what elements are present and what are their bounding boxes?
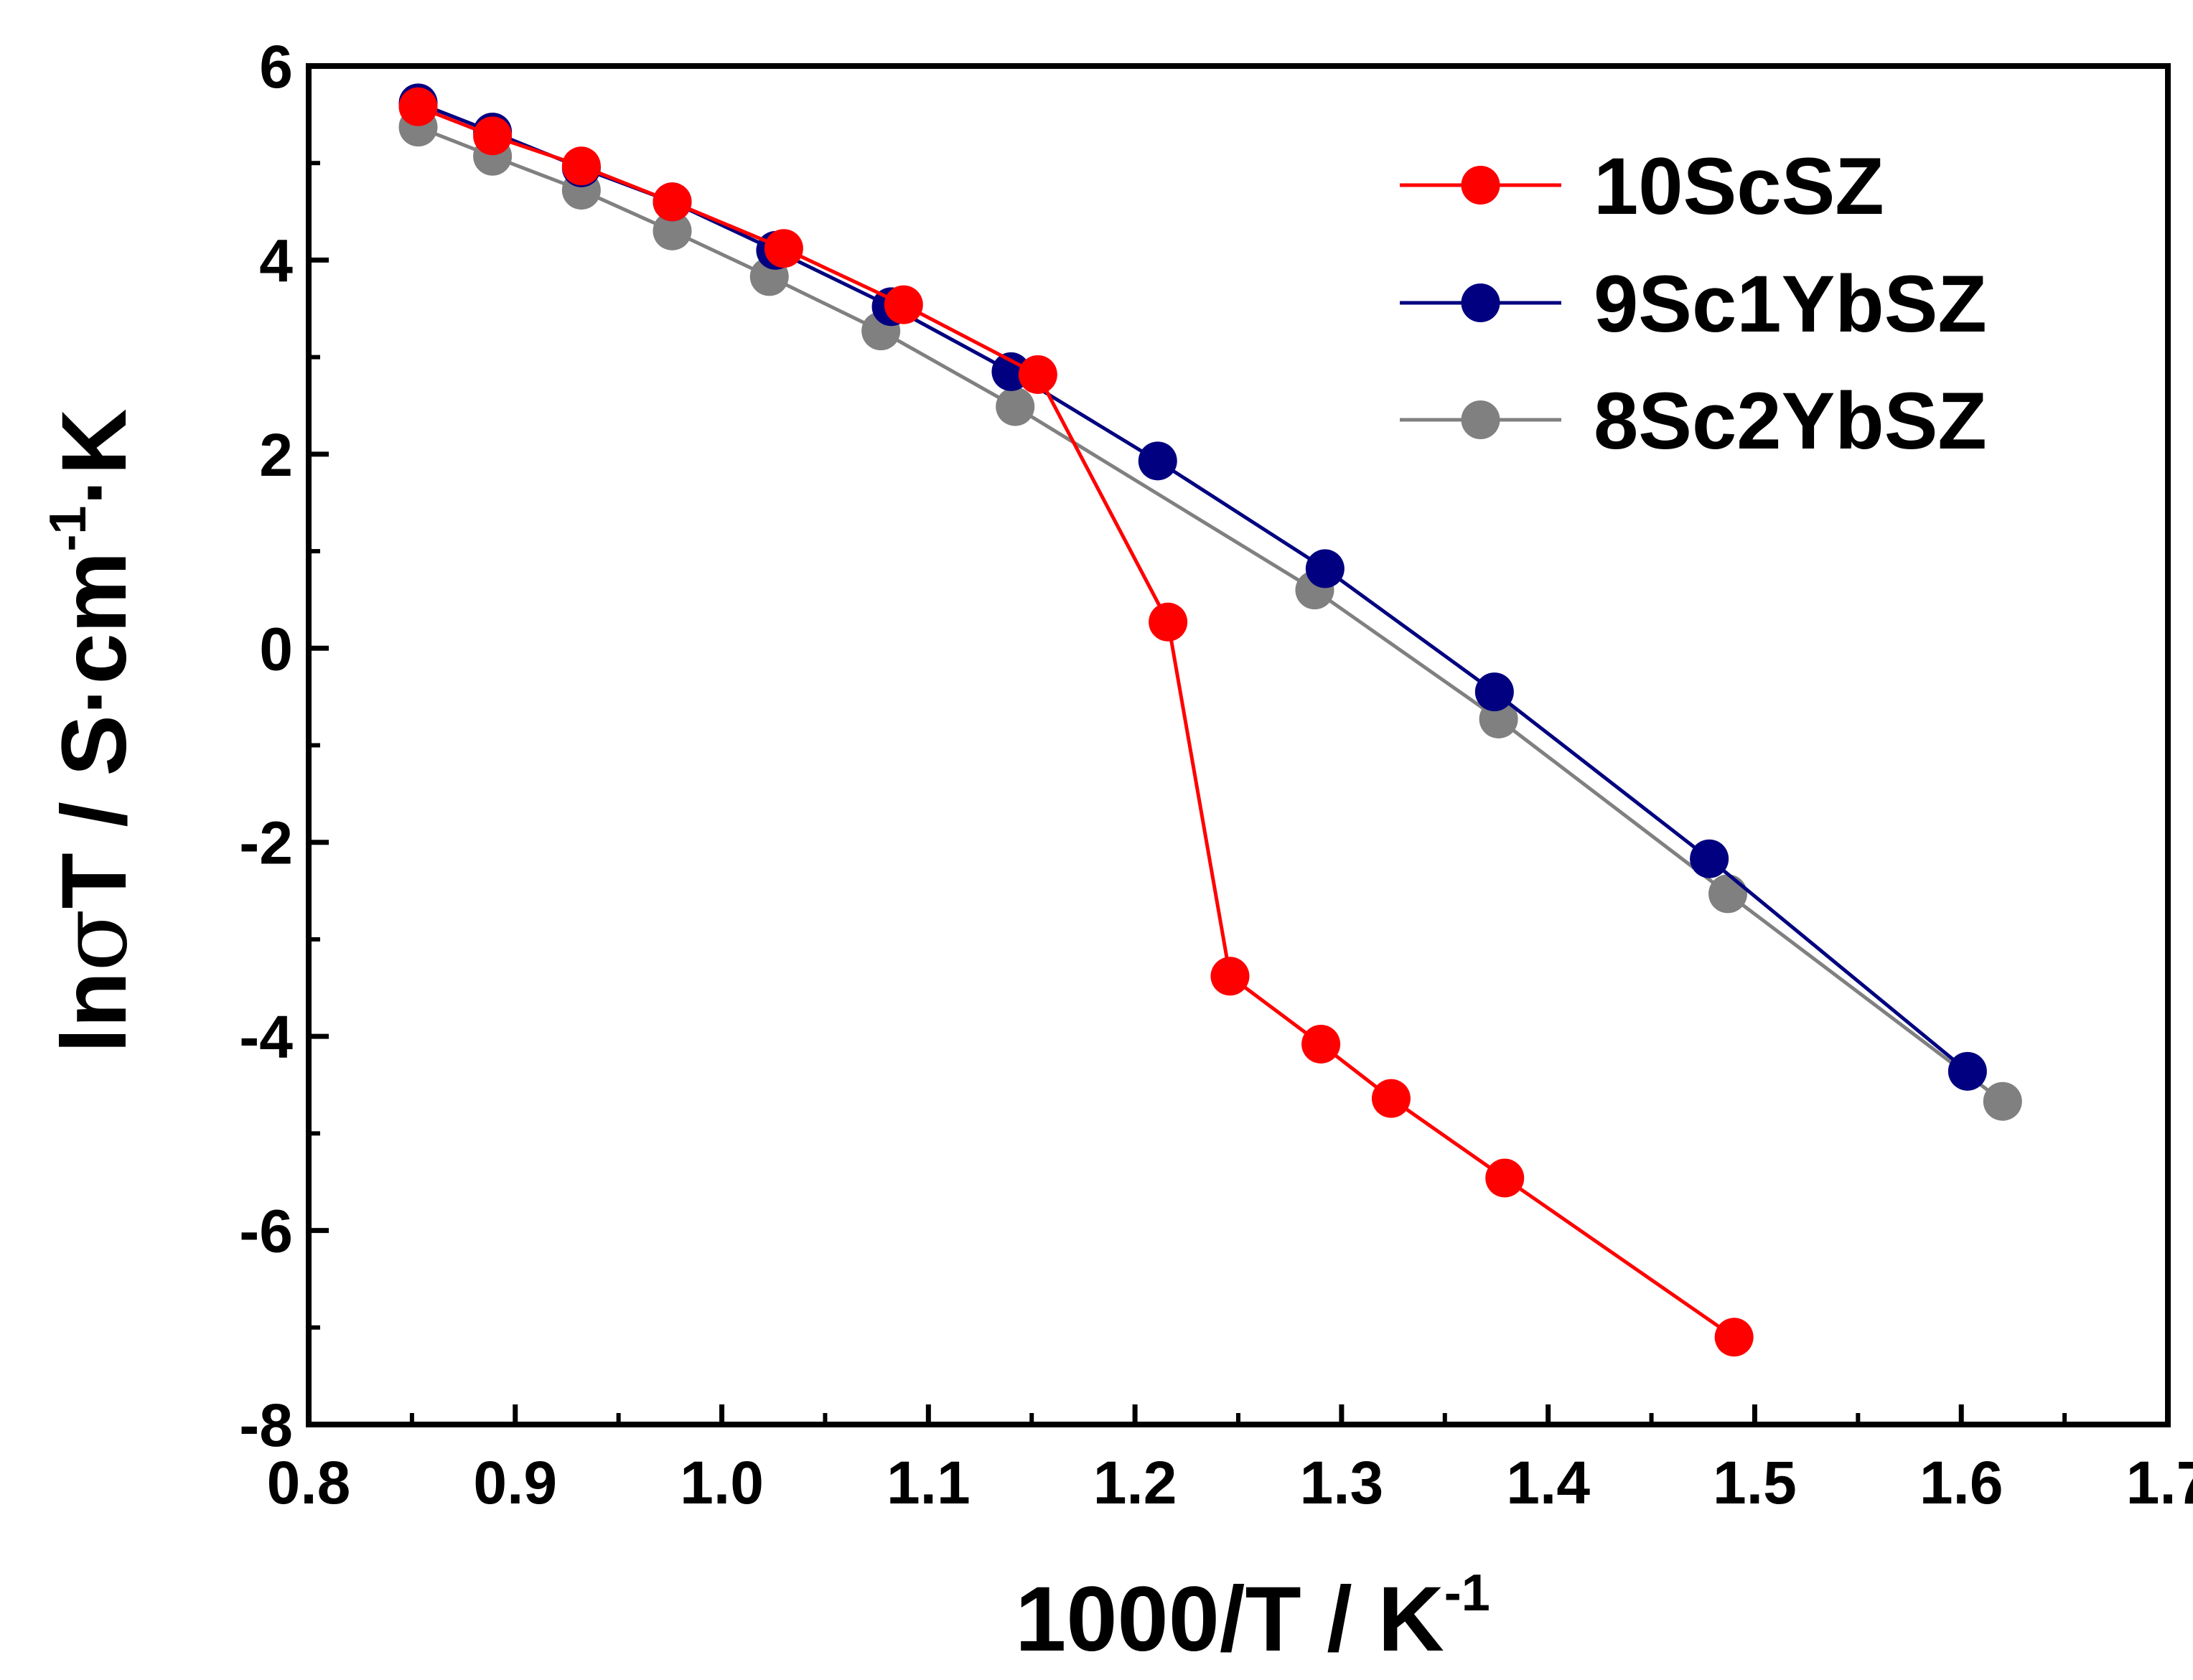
y-axis-title-sigma: σ [41,909,148,971]
legend-label: 10ScSZ [1594,141,1884,231]
x-tick-label: 1.2 [1093,1449,1177,1516]
legend-label: 8Sc2YbSZ [1594,376,1987,466]
legend-marker [1461,283,1500,322]
tick-labels: 0.8 0.9 1.0 1.1 1.2 1.3 1.4 1.5 1.6 1.7 -8 -6 -4 -2 0 2… [239,33,2193,1516]
legend-item: 8Sc2YbSZ [1400,376,1987,466]
axis-ticks [306,63,2171,1427]
data-point [653,211,692,250]
data-point [398,87,438,126]
x-tick-label: 1.4 [1506,1449,1590,1516]
data-point [1474,672,1514,712]
legend-item: 10ScSZ [1400,141,1884,231]
legend-item: 9Sc1YbSZ [1400,259,1987,349]
series-10ScSZ [398,87,1754,1357]
y-axis-title: lnσT / S·cm-1·K [39,408,148,1053]
data-point [1485,1158,1525,1198]
data-point [1690,839,1729,878]
y-tick-label: 2 [259,421,293,489]
x-tick-label: 1.0 [680,1449,764,1516]
data-point [1018,355,1057,394]
y-tick-label: 0 [259,615,293,682]
data-point [561,146,601,186]
data-point [996,387,1035,426]
x-tick-label: 1.3 [1299,1449,1383,1516]
data-point [1708,874,1748,914]
data-point [1210,957,1250,996]
x-axis-title: 1000/T / K-1 [1015,1564,1490,1671]
data-point [1301,1024,1341,1064]
legend-marker [1461,166,1500,205]
data-point [884,285,923,324]
legend-label: 9Sc1YbSZ [1594,259,1987,349]
data-point [1149,602,1188,642]
x-axis-title-text: 1000/T / K [1015,1568,1444,1671]
y-tick-label: 4 [259,227,293,294]
data-point [764,229,803,268]
data-point [1371,1079,1411,1118]
x-axis-title-sup: -1 [1444,1564,1490,1622]
data-point [1138,441,1177,481]
data-point [1947,1051,1987,1091]
data-point [653,182,692,222]
data-point [1983,1081,2022,1121]
y-axis-title-sup: -1 [39,506,97,552]
y-tick-label: -6 [239,1198,293,1265]
x-tick-label: 1.5 [1713,1449,1797,1516]
y-axis-title-units: T / S·cm [43,552,146,909]
y-axis-title-end: ·K [43,408,146,505]
legend-marker [1461,400,1500,439]
data-point [1305,549,1345,588]
y-tick-label: -2 [239,810,293,877]
data-point [1714,1318,1754,1357]
x-tick-label: 1.6 [1920,1449,2003,1516]
x-tick-label: 1.7 [2126,1449,2193,1516]
plot-marks [398,83,2022,1357]
x-tick-label: 0.9 [473,1449,557,1516]
x-tick-label: 1.1 [887,1449,971,1516]
y-tick-label: -4 [239,1003,293,1071]
y-axis-title-ln: ln [43,972,146,1053]
x-tick-label: 0.8 [267,1449,351,1516]
data-point [473,116,513,156]
y-tick-label: -8 [239,1392,293,1459]
legend: 10ScSZ 9Sc1YbSZ 8Sc2YbSZ [1400,141,1987,466]
y-tick-label: 6 [259,33,293,100]
